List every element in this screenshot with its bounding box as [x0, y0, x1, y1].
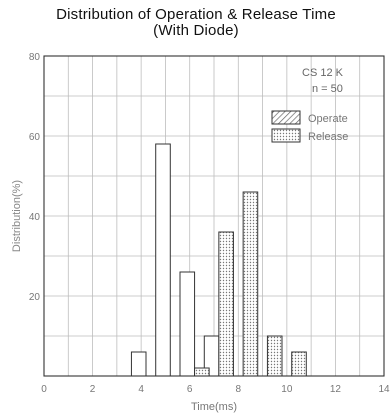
- bar-operate: [179, 271, 196, 377]
- plot-frame: [43, 55, 385, 377]
- chart-title: Distribution of Operation & Release Time: [56, 6, 336, 23]
- x-tick-label: 14: [378, 384, 390, 395]
- x-tick-label: 2: [90, 384, 96, 395]
- legend-swatch-operate: [271, 110, 301, 125]
- bar-release: [266, 335, 283, 377]
- legend-label-release: Release: [308, 131, 348, 143]
- annotation-model: CS 12 K: [302, 67, 344, 79]
- y-tick-label: 60: [29, 132, 41, 143]
- x-tick-label: 12: [330, 384, 342, 395]
- y-axis-label: Distribution(%): [11, 180, 23, 252]
- y-tick-label: 80: [29, 52, 41, 63]
- legend-swatch-release: [271, 128, 301, 143]
- x-tick-label: 0: [41, 384, 47, 395]
- bar-operate: [155, 143, 171, 377]
- x-axis-label: Time(ms): [191, 401, 237, 413]
- bars: [130, 143, 307, 377]
- bar-operate: [130, 351, 147, 377]
- x-tick-label: 6: [187, 384, 193, 395]
- x-tick-label: 8: [236, 384, 242, 395]
- legend: CS 12 K n = 50 Operate Release: [271, 67, 348, 143]
- x-tick-label: 4: [138, 384, 144, 395]
- bar-release: [291, 351, 307, 377]
- bar-release: [218, 231, 234, 377]
- bar-release: [242, 191, 259, 377]
- bar-release: [194, 367, 210, 377]
- y-tick-label: 40: [29, 212, 41, 223]
- axes: 0 2 4 6 8 10 12 14 20 40 60 80 Time(ms) Distribution(…: [11, 52, 390, 413]
- chart-subtitle: (With Diode): [153, 22, 239, 39]
- annotation-sample-size: n = 50: [312, 83, 343, 95]
- y-tick-label: 20: [29, 292, 41, 303]
- grid: [44, 56, 384, 376]
- legend-label-operate: Operate: [308, 113, 348, 125]
- x-tick-label: 10: [281, 384, 293, 395]
